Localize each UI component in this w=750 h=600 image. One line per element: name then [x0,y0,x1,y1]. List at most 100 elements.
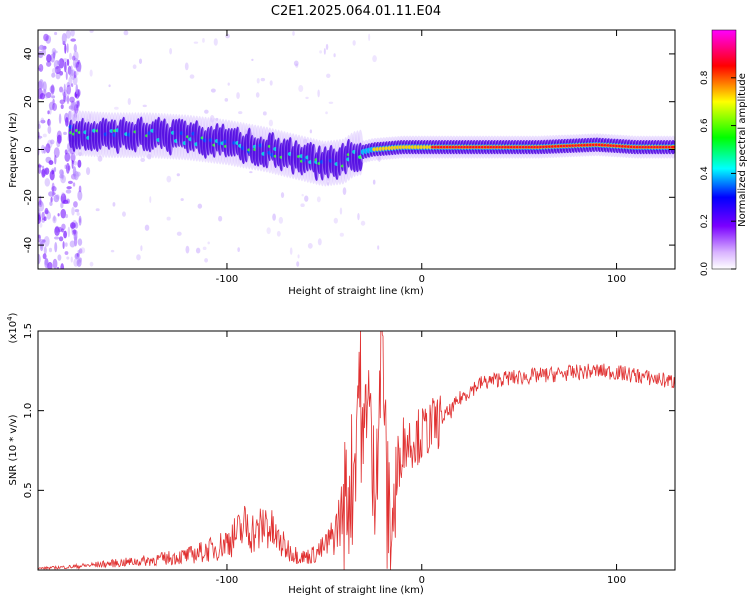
spectral-noise-cell [127,97,131,105]
spectral-noise-cell [77,254,81,265]
spectral-noise-cell [61,223,66,231]
spectrogram-ytick-label: -40 [23,237,34,253]
spectral-noise-cell [58,113,62,124]
spectral-noise-cell [76,100,80,107]
spectral-noise-cell [65,162,70,174]
spectral-noise-cell [140,245,143,252]
spectral-noise-cell [60,104,64,110]
colorbar-tick-label: 0.0 [700,262,710,277]
spectral-noise-cell [202,246,207,251]
spectral-noise-cell [65,189,72,194]
snr-xtick-label: 0 [419,575,425,586]
spectral-noise-cell [60,208,67,219]
spectral-noise-cell [142,104,147,108]
spectrogram-axes: -100 0 100 -40 -20 0 20 40 [23,30,675,285]
spectral-noise-cell [38,214,42,224]
spectral-noise-cell [44,167,50,175]
spectral-noise-cell [64,61,67,73]
spectral-noise-cell [293,60,299,67]
spectral-noise-cell [269,80,273,86]
spectral-noise-cell [207,241,210,245]
spectral-noise-cell [236,92,240,99]
spectral-noise-cell [52,258,58,269]
spectral-noise-cell [272,213,276,221]
spectral-noise-cell [69,240,76,248]
snr-marks [38,331,675,570]
spectral-noise-cell [59,70,64,76]
spectral-noise-cell [38,123,41,130]
spectral-noise-cell [50,53,56,63]
spectral-noise-cell [49,201,53,206]
spectrogram-ytick-label: -20 [23,189,34,205]
spectral-noise-cell [144,224,150,231]
spectral-noise-cell [89,69,93,77]
spectral-noise-cell [74,70,79,76]
spectral-noise-cell [166,216,171,221]
spectral-noise-cell [251,58,254,61]
spectral-noise-cell [108,84,111,88]
spectral-noise-cell [38,120,41,128]
spectral-noise-cell [71,55,76,61]
spectral-noise-cell [39,195,42,206]
spectral-noise-cell [298,84,304,93]
spectral-noise-cell [202,38,205,43]
spectral-noise-cell [63,230,68,239]
spectral-noise-cell [55,194,60,200]
spectral-noise-cell [38,137,41,140]
spectral-noise-cell [309,129,313,134]
spectral-noise-cell [304,195,309,202]
spectral-noise-cell [305,96,309,100]
snr-xlabel: Height of straight line (km) [288,585,424,596]
spectrogram-ytick-label: 40 [23,48,34,61]
spectral-noise-cell [45,143,51,154]
spectrogram-xlabel: Height of straight line (km) [288,286,424,297]
spectral-noise-cell [70,30,75,37]
spectral-noise-cell [60,263,65,269]
spectral-noise-cell [44,178,51,187]
spectral-noise-cell [339,232,344,237]
spectral-noise-cell [53,194,60,203]
spectral-noise-cell [39,240,44,252]
spectrogram-ylabel: Frequency (Hz) [8,112,19,188]
spectral-noise-cell [189,74,195,79]
spectral-noise-cell [67,180,73,184]
spectral-noise-cell [224,98,229,102]
spectral-noise-cell [43,146,47,154]
spectral-noise-cell [38,253,41,265]
spectral-noise-cell [66,84,72,95]
spectral-noise-cell [75,84,79,95]
spectral-noise-cell [193,41,199,44]
spectral-noise-cell [73,234,78,241]
spectral-noise-cell [40,119,46,124]
spectrogram-xtick-label: -100 [216,274,239,285]
colorbar-tick-label: 0.4 [700,166,710,181]
spectral-noise-cell [61,32,67,44]
spectral-noise-cell [56,134,62,144]
spectral-noise-cell [68,76,73,87]
spectral-noise-cell [54,226,60,237]
spectral-noise-cell [69,68,72,78]
colorbar-label: Normalized spectral amplitude [737,73,748,227]
spectral-noise-cell [237,247,240,252]
snr-frame [37,330,676,571]
spectral-noise-cell [71,69,74,77]
spectral-noise-cell [86,167,91,175]
spectral-noise-cell [54,241,58,253]
spectral-noise-cell [53,215,56,222]
spectral-noise-cell [55,72,61,80]
spectral-noise-cell [40,117,45,124]
spectral-noise-cell [66,43,69,54]
spectral-noise-cell [63,83,66,94]
spectral-noise-cell [43,235,50,247]
spectral-noise-cell [65,30,71,39]
spectral-noise-cell [77,238,83,246]
spectral-noise-cell [50,139,55,145]
spectral-noise-cell [46,54,52,63]
spectral-noise-cell [52,216,57,224]
spectral-noise-cell [326,73,331,78]
spectral-noise-cell [47,125,52,135]
spectral-noise-cell [360,220,366,226]
spectral-noise-cell [300,203,305,208]
spectral-noise-cell [38,44,45,51]
